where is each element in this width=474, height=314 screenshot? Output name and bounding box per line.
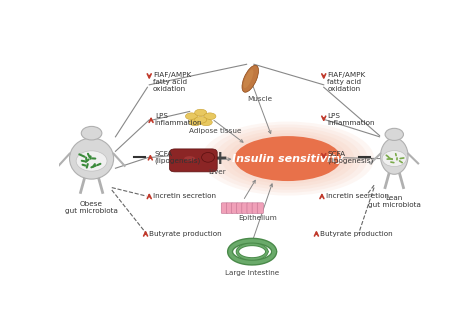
- Ellipse shape: [208, 124, 367, 193]
- FancyBboxPatch shape: [237, 203, 243, 214]
- Text: Insulin sensitivity: Insulin sensitivity: [232, 154, 344, 164]
- Ellipse shape: [201, 153, 214, 162]
- Text: Epithelium: Epithelium: [238, 215, 277, 221]
- Ellipse shape: [189, 119, 201, 126]
- FancyBboxPatch shape: [227, 203, 233, 214]
- FancyBboxPatch shape: [169, 149, 217, 172]
- Text: Lean
gut microbiota: Lean gut microbiota: [368, 195, 421, 208]
- Circle shape: [382, 151, 406, 166]
- Ellipse shape: [200, 119, 212, 126]
- Ellipse shape: [381, 138, 408, 174]
- Text: LPS
inflammation: LPS inflammation: [155, 113, 202, 127]
- Text: Butyrate production: Butyrate production: [320, 230, 392, 236]
- Text: Adipose tissue: Adipose tissue: [189, 128, 242, 134]
- Ellipse shape: [221, 130, 354, 187]
- FancyBboxPatch shape: [242, 203, 248, 214]
- Ellipse shape: [228, 133, 347, 184]
- Text: −: −: [194, 149, 212, 169]
- Circle shape: [82, 127, 102, 140]
- Circle shape: [385, 128, 403, 140]
- FancyBboxPatch shape: [231, 203, 238, 214]
- Text: SCFA
(lipogenesis): SCFA (lipogenesis): [328, 151, 374, 164]
- Circle shape: [76, 151, 107, 171]
- Ellipse shape: [235, 136, 341, 181]
- Text: Large Intestine: Large Intestine: [225, 270, 279, 276]
- Text: Incretin secretion: Incretin secretion: [326, 193, 389, 199]
- Ellipse shape: [184, 156, 195, 161]
- Text: Liver: Liver: [209, 170, 226, 176]
- Text: Incretin secretion: Incretin secretion: [153, 193, 216, 199]
- Text: LPS
inflammation: LPS inflammation: [328, 113, 375, 127]
- FancyBboxPatch shape: [252, 203, 258, 214]
- Text: Butyrate production: Butyrate production: [149, 230, 222, 236]
- Text: SCFA
(lipogenesis): SCFA (lipogenesis): [154, 151, 201, 164]
- Text: FIAF/AMPK
fatty acid
oxidation: FIAF/AMPK fatty acid oxidation: [328, 72, 365, 91]
- Ellipse shape: [242, 65, 258, 92]
- Ellipse shape: [70, 138, 114, 179]
- Ellipse shape: [195, 116, 207, 123]
- Text: Obese
gut microbiota: Obese gut microbiota: [65, 201, 118, 214]
- Ellipse shape: [244, 69, 254, 88]
- FancyBboxPatch shape: [221, 203, 228, 214]
- Ellipse shape: [204, 113, 216, 120]
- Ellipse shape: [215, 127, 361, 190]
- Text: Muscle: Muscle: [247, 96, 272, 102]
- FancyBboxPatch shape: [257, 203, 264, 214]
- Ellipse shape: [201, 122, 374, 196]
- Ellipse shape: [195, 109, 207, 116]
- Text: FIAF/AMPK
fatty acid
oxidation: FIAF/AMPK fatty acid oxidation: [153, 72, 191, 91]
- Ellipse shape: [185, 113, 198, 120]
- Text: +: +: [211, 149, 228, 168]
- FancyBboxPatch shape: [247, 203, 253, 214]
